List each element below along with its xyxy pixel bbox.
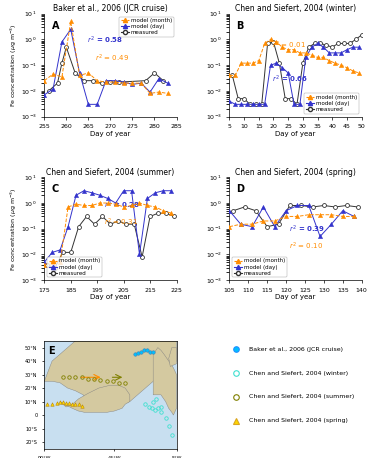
X-axis label: Day of year: Day of year (90, 294, 131, 300)
Text: $\bf{B}$: $\bf{B}$ (236, 19, 245, 31)
Text: $r^2$ = 0.01: $r^2$ = 0.01 (272, 39, 306, 51)
Title: Chen and Siefert, 2004 (summer): Chen and Siefert, 2004 (summer) (46, 168, 175, 176)
Text: $r^2$ = 0.39: $r^2$ = 0.39 (289, 224, 325, 235)
Text: $r^2$ = 0.31: $r^2$ = 0.31 (104, 216, 138, 228)
Title: Chen and Siefert, 2004 (winter): Chen and Siefert, 2004 (winter) (235, 4, 356, 13)
Text: $\bf{D}$: $\bf{D}$ (236, 182, 245, 195)
Text: $r^2$ = 0.28: $r^2$ = 0.28 (104, 200, 139, 211)
Legend: model (month), model (day), measured: model (month), model (day), measured (232, 257, 287, 278)
Legend: model (month), model (day), measured: model (month), model (day), measured (47, 257, 101, 278)
Text: $r^2$ = 0.58: $r^2$ = 0.58 (87, 34, 123, 46)
Text: Baker et al., 2006 (JCR cruise): Baker et al., 2006 (JCR cruise) (249, 347, 343, 352)
Text: Chen and Siefert, 2004 (winter): Chen and Siefert, 2004 (winter) (249, 371, 348, 376)
Polygon shape (153, 348, 176, 415)
Polygon shape (169, 348, 176, 366)
Text: $r^2$ = 0.66: $r^2$ = 0.66 (272, 73, 307, 85)
Legend: model (month), model (day), measured: model (month), model (day), measured (304, 93, 359, 114)
X-axis label: Day of year: Day of year (275, 131, 316, 136)
Polygon shape (60, 385, 130, 412)
Legend: model (month), model (day), measured: model (month), model (day), measured (119, 16, 174, 37)
Text: Chen and Siefert, 2004 (spring): Chen and Siefert, 2004 (spring) (249, 418, 348, 423)
Y-axis label: Fe concentration ($\mu$g m$^{-3}$): Fe concentration ($\mu$g m$^{-3}$) (9, 187, 19, 271)
Text: $r^2$ = 0.49: $r^2$ = 0.49 (94, 53, 129, 64)
X-axis label: Day of year: Day of year (275, 294, 316, 300)
Y-axis label: Fe concentration ($\mu$g m$^{-3}$): Fe concentration ($\mu$g m$^{-3}$) (9, 23, 19, 107)
Title: Chen and Siefert, 2004 (spring): Chen and Siefert, 2004 (spring) (235, 168, 356, 176)
Title: Baker et al., 2006 (JCR cruise): Baker et al., 2006 (JCR cruise) (53, 4, 168, 13)
X-axis label: Day of year: Day of year (90, 131, 131, 136)
Text: $\bf{A}$: $\bf{A}$ (51, 19, 61, 31)
Polygon shape (44, 341, 176, 404)
Text: $\bf{C}$: $\bf{C}$ (51, 182, 59, 195)
Text: $\bf{E}$: $\bf{E}$ (48, 344, 56, 356)
Text: $r^2$ = 0.10: $r^2$ = 0.10 (289, 241, 323, 252)
Text: Chen and Siefert, 2004 (summer): Chen and Siefert, 2004 (summer) (249, 394, 355, 399)
